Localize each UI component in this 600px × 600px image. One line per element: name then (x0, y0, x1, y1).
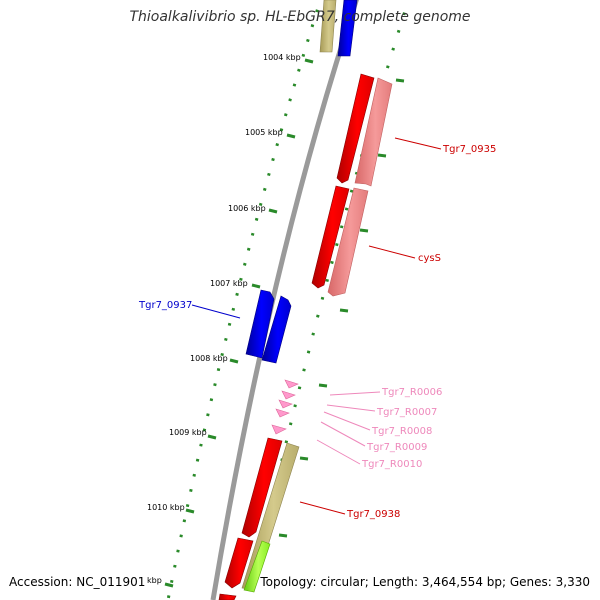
ruler-label-1005: 1005 kbp (245, 128, 283, 137)
ruler-label-1004: 1004 kbp (263, 53, 301, 62)
blue-gene-2 (261, 295, 292, 364)
rna-features (271, 379, 299, 435)
leader-tgr7-r0008 (323, 411, 371, 431)
gene-label-tgr7-0937: Tgr7_0937 (138, 300, 192, 311)
gene-label-tgr7-r0009: Tgr7_R0009 (366, 442, 427, 453)
salmon-gene-2 (327, 187, 369, 297)
gene-tgr7-0935 (336, 73, 375, 184)
red-gene-lower (224, 537, 254, 589)
ruler-label-1010: 1010 kbp (147, 503, 185, 512)
olive-gene-top (319, 0, 337, 53)
ruler-label-1009: 1009 kbp (169, 428, 207, 437)
lime-gene (243, 540, 271, 593)
leader-tgr7-0937 (191, 304, 241, 319)
gene-label-tgr7-r0007: Tgr7_R0007 (376, 407, 437, 418)
ruler-label-1006: 1006 kbp (228, 204, 266, 213)
accession-text: Accession: NC_011901 (9, 575, 146, 589)
leader-tgr7-0938 (299, 501, 346, 515)
red-gene-bottom (218, 593, 237, 600)
genome-title: Thioalkalivibrio sp. HL-EbGR7, complete … (129, 9, 471, 25)
gene-tgr7-0938 (241, 437, 283, 538)
leader-tgr7-r0010 (316, 439, 361, 465)
gene-label-tgr7-r0010: Tgr7_R0010 (361, 459, 422, 470)
ruler-label-1007: 1007 kbp (210, 279, 248, 288)
leader-tgr7-r0006 (329, 391, 381, 396)
inner-major-ticks (164, 58, 314, 588)
salmon-gene-1 (354, 77, 393, 187)
blue-gene-top (337, 0, 358, 57)
ruler-label-1008: 1008 kbp (190, 354, 228, 363)
gene-cyss (311, 185, 350, 289)
genome-backbone (210, 0, 359, 600)
gene-label-tgr7-0935: Tgr7_0935 (442, 144, 496, 155)
gene-label-tgr7-r0008: Tgr7_R0008 (371, 426, 432, 437)
leader-tgr7-0935 (394, 137, 442, 150)
gene-tgr7-0937 (245, 289, 275, 359)
outer-major-ticks (278, 78, 405, 538)
leader-cyss (368, 245, 416, 259)
gene-label-cyss: cysS (418, 253, 441, 264)
leader-tgr7-r0009 (320, 421, 366, 447)
genome-summary-text: Topology: circular; Length: 3,464,554 bp… (260, 575, 590, 589)
leader-tgr7-r0007 (326, 404, 376, 412)
gene-label-tgr7-r0006: Tgr7_R0006 (381, 387, 442, 398)
ruler-label-unit: kbp (147, 576, 162, 585)
gene-label-tgr7-0938: Tgr7_0938 (346, 509, 400, 520)
